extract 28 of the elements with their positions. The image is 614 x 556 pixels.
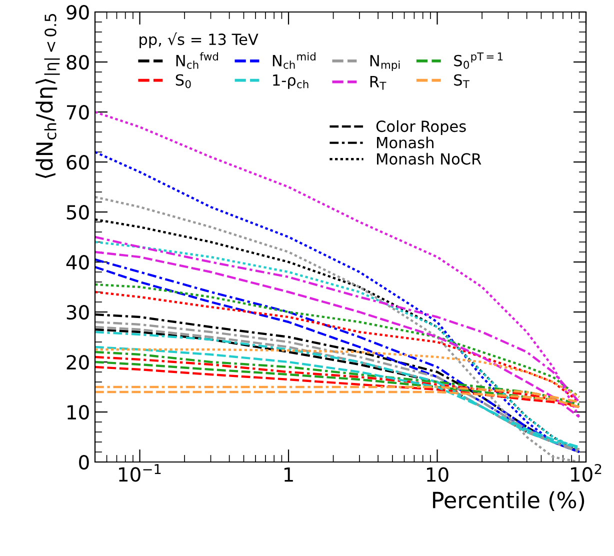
annotation: Monash (377, 136, 434, 148)
y-tick-label: 30 (66, 304, 89, 320)
y-tick-label: 80 (66, 54, 89, 70)
y-tick-label: 60 (66, 154, 89, 170)
legend-label: S$_{0}$$^{pT=1}$ (454, 52, 503, 69)
x-tick-label: 10$^{2}$ (571, 464, 602, 482)
y-tick-label: 70 (66, 104, 89, 120)
legend-label: R$_{T}$ (370, 76, 386, 90)
legend-label: S$_{0}$ (176, 74, 191, 88)
x-tick-label: 10$^{−1}$ (119, 464, 161, 482)
annotation: Monash NoCR (377, 152, 482, 165)
annotation: Color Ropes (376, 120, 466, 136)
x-tick-label: 10 (427, 467, 448, 482)
y-tick-label: 10 (68, 404, 89, 420)
x-axis-title: Percentile (%) (433, 491, 584, 512)
y-tick-label: 40 (66, 254, 89, 270)
legend-title: pp, √s = 13 TeV (140, 32, 258, 48)
y-tick-label: 50 (66, 204, 89, 220)
y-tick-label: 0 (79, 454, 89, 470)
legend-label: 1-ρ$_{ch}$ (273, 74, 308, 89)
legend-label: N$_{ch}$$^{mid}$ (272, 52, 316, 69)
y-tick-label: 90 (66, 4, 89, 20)
legend-label: N$_{mpi}$ (370, 55, 400, 71)
legend-label: N$_{ch}$$^{fwd}$ (176, 52, 218, 69)
y-axis-title: ⟨dN$_{ch}$/dη⟩$_{|η|<0.5}$ (36, 14, 60, 178)
y-tick-label: 20 (66, 354, 89, 370)
x-tick-label: 1 (284, 467, 293, 482)
legend-label: S$_{T}$ (454, 74, 470, 88)
